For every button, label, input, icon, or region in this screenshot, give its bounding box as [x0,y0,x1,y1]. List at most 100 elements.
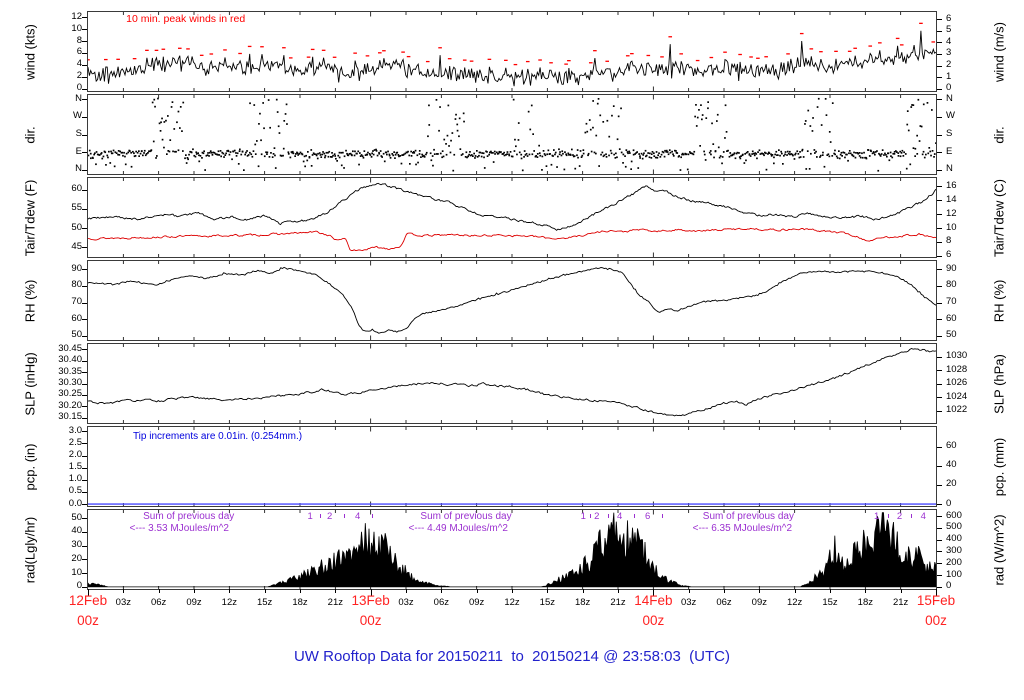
x-tick [547,589,549,593]
tick-label: 1.5 [68,461,82,473]
y-tick [82,372,87,374]
panel-pcp-plot [88,427,936,506]
y-tick [82,491,87,493]
tick-label: 2.0 [68,449,82,461]
tick-label: N [946,163,953,175]
y-tick [82,406,87,408]
y-tick [937,539,942,541]
tick-label: 50 [71,329,82,341]
tick-label: 40 [71,525,82,537]
y-tick [82,573,87,575]
tick-label: 1028 [946,363,968,375]
hour-label: 15z [256,597,273,608]
y-tick [82,99,87,101]
y-tick [82,335,87,337]
tick-label: N [946,92,953,104]
tick-label: 1.0 [68,473,82,485]
tick-label: 3.0 [68,424,82,436]
y-tick [937,335,942,337]
y-tick [937,77,942,79]
tick-label: 0.0 [68,497,82,509]
tick-label: 30.30 [58,377,82,388]
x-tick [229,589,231,593]
tick-label: 6 [946,12,952,24]
x-tick [123,589,125,593]
panel-rad-annotation-5: <--- 6.35 MJoules/m^2 [692,523,793,534]
y-tick [82,152,87,154]
x-tick [724,589,725,593]
y-tick [82,545,87,547]
axis-label-right-rad: rad (W/m^2) [991,513,1007,586]
y-tick [937,302,942,304]
y-tick [937,214,942,216]
tick-label: 0 [946,497,952,509]
cum-mark-tick [911,514,913,518]
axis-label-right-dir: dir. [991,125,1007,144]
day-label: 13Feb [351,593,390,608]
tick-label: 20 [946,478,957,490]
tick-label: 30.15 [58,411,82,423]
tick-label: E [946,145,953,157]
y-tick [82,531,87,533]
y-tick [82,455,87,457]
hour-label: 21z [892,597,909,608]
tick-label: 70 [71,296,82,308]
tick-label: 45 [71,240,82,252]
tick-label: 1024 [946,390,968,402]
x-tick [936,589,937,596]
tick-label: 200 [946,556,962,568]
y-tick [937,465,942,467]
x-tick [688,589,690,593]
x-tick [441,589,443,593]
y-tick [82,586,87,588]
y-tick [937,516,942,518]
y-tick [937,88,942,90]
y-tick [937,484,942,486]
hour-label: 12z [221,597,237,608]
axis-label-left-dir: dir. [22,125,38,144]
y-tick [82,189,87,191]
y-tick [937,255,942,257]
y-tick [82,349,87,351]
cum-mark-tick [590,514,592,518]
x-tick [830,589,831,593]
panel-rh-plot [88,261,936,340]
cum-mark-tick [319,514,321,518]
y-tick [937,397,942,399]
y-tick [82,269,87,271]
tick-label: 0.5 [68,485,82,497]
cum-mark-tick [888,514,890,518]
tick-label: 90 [946,262,957,274]
tick-label: 40 [946,459,957,471]
tick-label: 20 [71,552,82,564]
tick-label: S [946,128,953,139]
y-tick [82,247,87,249]
y-tick [937,383,942,385]
day-label: 14Feb [634,593,673,608]
y-tick [82,479,87,481]
hour-label: 12z [786,597,803,608]
y-tick [82,319,87,321]
y-tick [937,200,942,202]
tick-label: 50 [71,511,82,523]
y-tick [937,285,942,287]
y-tick [82,228,87,230]
tick-label: 30.25 [58,388,82,400]
y-tick [937,527,942,529]
panel-rad-annotation-2: Sum of previous day [420,511,512,522]
hour-label: 06z [716,597,732,608]
y-tick [937,504,942,506]
axis-label-left-pcp: pcp. (in) [22,443,38,490]
panel-wind-frame [87,11,937,92]
tick-label: 600 [946,509,962,521]
tick-label: 10 [946,221,957,233]
day-label: 15Feb [916,593,956,608]
y-tick [937,116,942,118]
y-tick [82,285,87,287]
y-tick [937,370,942,372]
y-tick [82,360,87,362]
y-tick [937,186,942,188]
axis-label-left-rh: RH (%) [22,279,38,322]
tick-label: 0 [946,82,952,94]
y-tick [82,394,87,396]
